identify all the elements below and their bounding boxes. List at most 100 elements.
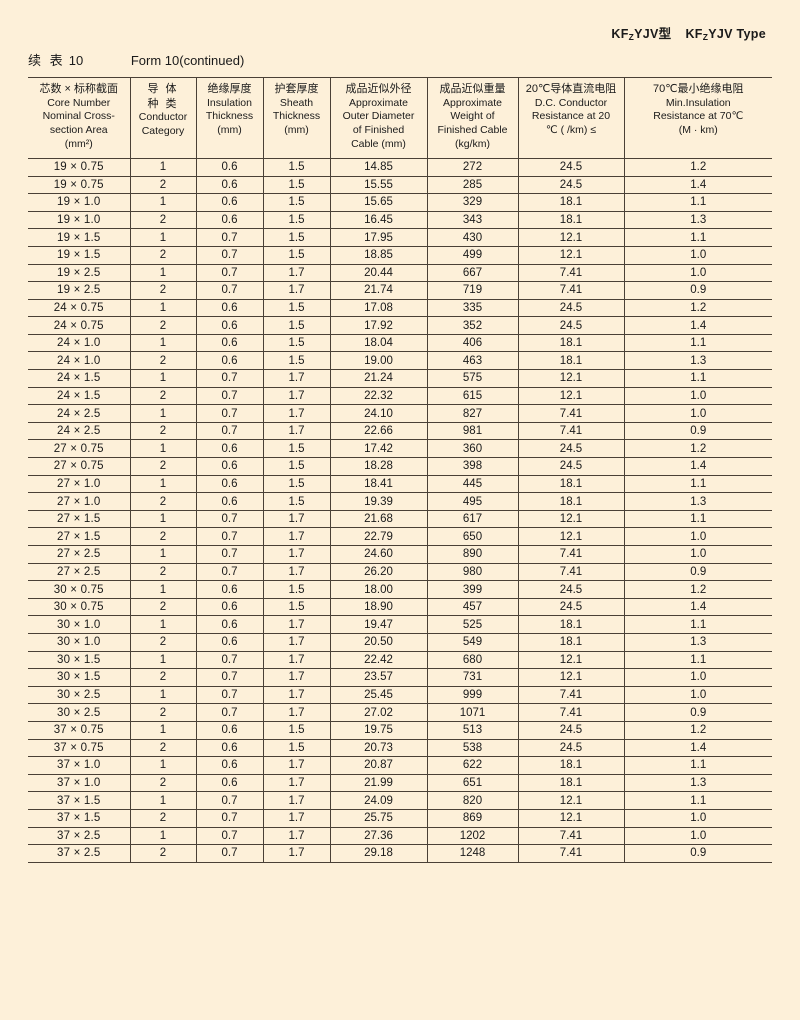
cell-value: 24.5 [517,598,624,617]
cell-core-size: 27 × 0.75 [28,457,130,476]
cell-value: 2 [129,457,196,476]
cell-value: 24.60 [329,545,427,564]
table-row: 24 × 1.5 1 0.7 1.7 21.24 575 12.1 1.1 [28,369,772,388]
cell-value: 0.6 [195,633,263,652]
table-row: 19 × 1.5 2 0.7 1.5 18.85 499 12.1 1.0 [28,246,772,265]
cell-value: 21.99 [329,774,427,793]
column-header-en-6-0: D.C. Conductor [534,96,608,109]
cell-core-size: 37 × 0.75 [28,721,130,740]
cell-value: 17.08 [329,299,427,318]
cell-value: 2 [129,316,196,335]
table-row: 30 × 2.5 2 0.7 1.7 27.02 1071 7.41 0.9 [28,703,772,722]
cell-value: 0.6 [195,492,263,511]
column-header-en-6-1: Resistance at 20 [531,110,611,123]
column-header-en-4-2: of Finished [352,124,405,137]
cell-value: 1248 [426,844,518,863]
cell-value: 285 [426,176,518,195]
cell-value: 24.5 [517,457,624,476]
cell-value: 0.7 [195,668,263,687]
cell-value: 1 [129,264,196,283]
cell-value: 1.5 [262,228,330,247]
cell-value: 18.41 [329,475,427,494]
cell-value: 0.7 [195,404,263,423]
cell-core-size: 27 × 2.5 [28,563,130,582]
cell-value: 1.3 [623,492,772,511]
cell-value: 1.1 [623,193,772,212]
cell-value: 24.5 [517,158,624,177]
cell-value: 1.4 [623,598,772,617]
cell-core-size: 24 × 1.0 [28,351,130,371]
cell-core-size: 37 × 1.5 [28,809,130,828]
cell-value: 622 [426,756,518,775]
table-row: 37 × 1.5 1 0.7 1.7 24.09 820 12.1 1.1 [28,791,772,810]
cell-value: 18.85 [329,246,427,265]
cell-value: 463 [426,351,518,371]
cell-value: 1 [129,404,196,423]
cell-value: 0.6 [195,176,263,195]
cell-value: 7.41 [517,563,624,582]
table-row: 19 × 1.0 1 0.6 1.5 15.65 329 18.1 1.1 [28,193,772,212]
cell-value: 18.1 [517,615,624,634]
cell-value: 499 [426,246,518,265]
table-row: 19 × 1.0 2 0.6 1.5 16.45 343 18.1 1.3 [28,211,772,230]
cell-core-size: 24 × 2.5 [28,422,130,441]
cell-value: 1.5 [262,598,330,617]
cell-value: 2 [129,633,196,652]
table-row: 37 × 1.0 1 0.6 1.7 20.87 622 18.1 1.1 [28,756,772,775]
cell-value: 0.6 [195,316,263,335]
table-row: 30 × 1.0 2 0.6 1.7 20.50 549 18.1 1.3 [28,633,772,652]
table-row: 19 × 0.75 1 0.6 1.5 14.85 272 24.5 1.2 [28,158,772,177]
caption-number: 10 [68,53,84,68]
column-header-cn-4: 成品近似外径 [345,83,412,95]
cell-value: 398 [426,457,518,476]
cell-value: 12.1 [517,387,624,406]
table-row: 27 × 1.0 1 0.6 1.5 18.41 445 18.1 1.1 [28,475,772,494]
cell-core-size: 19 × 1.0 [28,211,130,230]
cell-value: 7.41 [517,703,624,722]
column-header-4: 成品近似外径 Approximate Outer Diameter of Finish… [329,77,427,159]
cell-value: 1 [129,439,196,459]
column-header-cn-5: 成品近似重量 [439,83,506,95]
cell-value: 1.1 [623,228,772,247]
table-header: 芯数 × 标称截面 Core Number Nominal Cross-sectio… [28,77,772,159]
cell-value: 0.7 [195,791,263,810]
cell-value: 538 [426,739,518,758]
table-row: 27 × 2.5 2 0.7 1.7 26.20 980 7.41 0.9 [28,563,772,582]
column-header-cn-6: 20℃导体直流电阻 [525,83,617,95]
cell-core-size: 19 × 0.75 [28,158,130,177]
cell-value: 23.57 [329,668,427,687]
cell-value: 7.41 [517,281,624,300]
cell-value: 0.6 [195,334,263,353]
cell-value: 352 [426,316,518,335]
table-row: 27 × 0.75 1 0.6 1.5 17.42 360 24.5 1.2 [28,439,772,459]
cell-core-size: 37 × 1.5 [28,791,130,810]
cell-core-size: 30 × 2.5 [28,703,130,722]
table-row: 37 × 2.5 1 0.7 1.7 27.36 1202 7.41 1.0 [28,827,772,846]
column-header-en-0-1: Nominal Cross- [42,110,115,123]
cell-value: 27.36 [329,827,427,846]
cell-value: 1.5 [262,176,330,195]
column-header-en-4-0: Approximate [349,96,408,109]
cell-value: 22.32 [329,387,427,406]
cell-value: 430 [426,228,518,247]
cell-core-size: 19 × 1.5 [28,228,130,247]
cell-value: 1.7 [262,545,330,564]
cell-value: 0.6 [195,774,263,793]
cell-value: 1.1 [623,791,772,810]
column-header-6: 20℃导体直流电阻 D.C. Conductor Resistance at 20 ℃… [517,77,624,159]
cell-value: 827 [426,404,518,423]
cell-value: 1.7 [262,844,330,863]
cell-value: 18.00 [329,580,427,599]
cell-value: 980 [426,563,518,582]
table-row: 27 × 0.75 2 0.6 1.5 18.28 398 24.5 1.4 [28,457,772,476]
cell-value: 19.39 [329,492,427,511]
cell-value: 1 [129,299,196,318]
cell-value: 1 [129,651,196,670]
cell-value: 1.4 [623,457,772,476]
cell-core-size: 30 × 2.5 [28,686,130,705]
cell-value: 2 [129,527,196,547]
cell-value: 1.7 [262,809,330,828]
table-row: 19 × 2.5 2 0.7 1.7 21.74 719 7.41 0.9 [28,281,772,300]
cell-value: 1 [129,686,196,705]
